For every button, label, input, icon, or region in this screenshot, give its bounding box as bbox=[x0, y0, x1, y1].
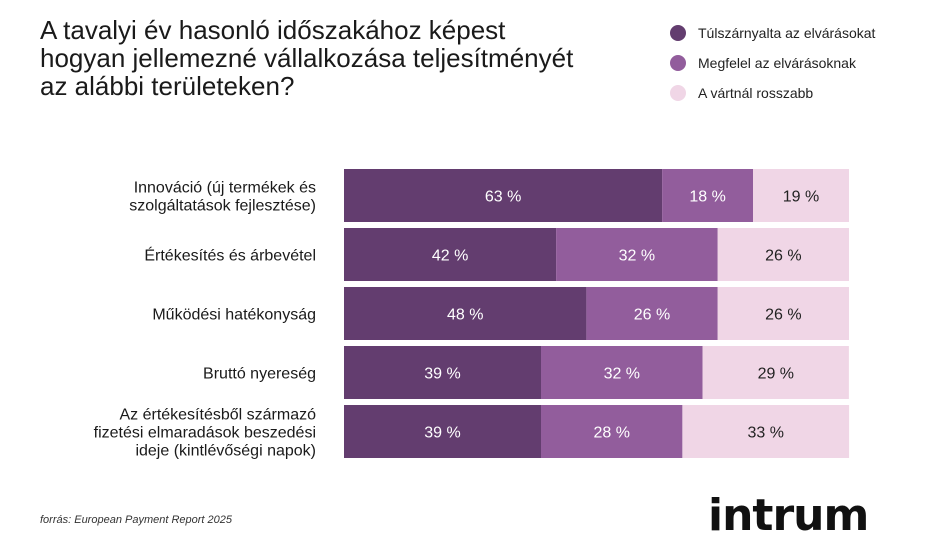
category-label: Működési hatékonyság bbox=[152, 307, 316, 324]
category-label-line: szolgáltatások fejlesztése) bbox=[129, 198, 316, 215]
bar-segment bbox=[541, 346, 703, 399]
source-note: forrás: European Payment Report 2025 bbox=[40, 514, 233, 526]
category-label: Értékesítés és árbevétel bbox=[144, 246, 316, 265]
title-line: az alábbi területeken? bbox=[40, 71, 295, 101]
category-label: Innováció (új termékek és szolgáltatások … bbox=[129, 180, 316, 215]
data-label: 48 % bbox=[447, 307, 483, 324]
bar-segment bbox=[344, 169, 663, 222]
bar-segment bbox=[344, 346, 541, 399]
bar-segment bbox=[344, 405, 541, 458]
bar-segment bbox=[682, 405, 850, 458]
data-label: 39 % bbox=[424, 366, 460, 383]
data-label: 63 % bbox=[485, 189, 521, 206]
category-label-line: Értékesítés és árbevétel bbox=[144, 246, 316, 265]
bar-segment bbox=[541, 405, 683, 458]
bar-segment bbox=[702, 346, 849, 399]
category-label-line: Bruttó nyereség bbox=[203, 366, 316, 383]
legend-label: Túlszárnyalta az elvárásokat bbox=[698, 25, 876, 41]
bar-segment bbox=[662, 169, 753, 222]
legend: Túlszárnyalta az elvárásokat Megfelel az… bbox=[670, 18, 940, 108]
data-label: 26 % bbox=[765, 307, 801, 324]
legend-swatch bbox=[670, 55, 686, 71]
category-label-line: Innováció (új termékek és bbox=[134, 180, 316, 197]
data-label: 32 % bbox=[619, 248, 655, 265]
legend-label: Megfelel az elvárásoknak bbox=[698, 55, 856, 71]
bar-segment bbox=[717, 287, 849, 340]
bar-segment bbox=[556, 228, 718, 281]
bar-segment bbox=[344, 228, 557, 281]
legend-swatch bbox=[670, 25, 686, 41]
legend-swatch bbox=[670, 85, 686, 101]
data-label: 28 % bbox=[593, 425, 629, 442]
category-label: Bruttó nyereség bbox=[203, 366, 316, 383]
bar-segment bbox=[753, 169, 849, 222]
data-label: 19 % bbox=[783, 189, 819, 206]
data-label: 42 % bbox=[432, 248, 468, 265]
data-label: 26 % bbox=[765, 248, 801, 265]
category-label-line: ideje (kintlévőségi napok) bbox=[135, 443, 316, 460]
data-label: 33 % bbox=[747, 425, 783, 442]
data-label: 29 % bbox=[758, 366, 794, 383]
data-label: 32 % bbox=[604, 366, 640, 383]
data-label: 39 % bbox=[424, 425, 460, 442]
category-label-line: Az értékesítésből származó bbox=[119, 407, 316, 424]
title-line: hogyan jellemezné vállalkozása teljesítm… bbox=[40, 43, 574, 73]
legend-item: Megfelel az elvárásoknak bbox=[670, 48, 940, 78]
data-label: 18 % bbox=[689, 189, 725, 206]
legend-item: A vártnál rosszabb bbox=[670, 78, 940, 108]
legend-item: Túlszárnyalta az elvárásokat bbox=[670, 18, 940, 48]
bar-segment bbox=[717, 228, 849, 281]
category-label-line: fizetési elmaradások beszedési bbox=[94, 425, 316, 442]
intrum-logo: intrum bbox=[708, 490, 869, 541]
title-line: A tavalyi év hasonló időszakához képest bbox=[40, 15, 506, 45]
category-label-line: Működési hatékonyság bbox=[152, 307, 316, 324]
data-label: 26 % bbox=[634, 307, 670, 324]
bar-segment bbox=[344, 287, 587, 340]
category-label: Az értékesítésből származó fizetési elmar… bbox=[94, 407, 316, 460]
bar-segment bbox=[586, 287, 718, 340]
chart-title: A tavalyi év hasonló időszakához képest … bbox=[40, 16, 600, 100]
legend-label: A vártnál rosszabb bbox=[698, 85, 814, 101]
